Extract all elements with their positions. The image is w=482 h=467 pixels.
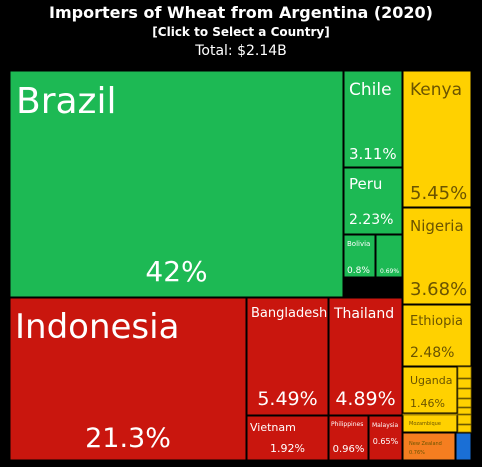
tile-indonesia[interactable]: Indonesia 21.3% [9,297,247,461]
tile-label: Brazil [16,81,116,122]
tile-ethiopia[interactable]: Ethiopia 2.48% [402,304,472,367]
tile-label: Malaysia [372,422,399,429]
tile-bangladesh[interactable]: Bangladesh 5.49% [246,297,329,416]
tile-value: 0.8% [347,266,370,276]
tile-value: 2.23% [349,212,393,228]
tile-label: Bangladesh [251,306,327,321]
tile-rect [402,432,456,461]
tile-rect [343,234,376,278]
tile-label: Ethiopia [410,314,463,329]
tile-vietnam[interactable]: Vietnam 1.92% [246,415,329,461]
tile-brazil[interactable]: Brazil 42% [9,70,344,298]
tile-bolivia[interactable]: Bolivia 0.8% [343,234,376,278]
tile-label: Vietnam [250,421,296,434]
tile-rect [9,297,247,461]
tile-small-4[interactable] [457,407,472,415]
tile-value: 0.76% [409,450,425,456]
tile-rect [368,415,403,461]
tile-rect [246,297,329,416]
tile-chile[interactable]: Chile 3.11% [343,70,403,168]
tile-new-zealand[interactable]: New Zealand 0.76% [402,432,456,461]
tile-label: Bolivia [347,240,370,248]
tile-label: Uganda [410,374,452,387]
tile-rect [402,70,472,208]
tile-rect [375,234,403,278]
tile-rect [246,415,329,461]
tile-label: Mozambique [409,421,441,427]
tile-value: 21.3% [85,423,171,454]
tile-peru[interactable]: Peru 2.23% [343,167,403,235]
tile-small-3[interactable] [457,398,472,408]
tile-value: 5.45% [410,183,467,204]
tile-rect [455,432,472,461]
tile-philippines[interactable]: Philippines 0.96% [328,415,369,461]
tile-label: Thailand [333,306,394,322]
tile-small-7[interactable] [402,413,458,416]
tile-value: 0.96% [333,444,365,455]
tile-value: 42% [145,255,207,288]
select-country-prompt[interactable]: [Click to Select a Country] [152,25,330,39]
tile-value: 3.11% [349,145,397,163]
tile-rect [402,304,472,367]
total-value: Total: $2.14B [195,43,287,59]
tile-rect [9,70,344,298]
tile-unlabeled-4[interactable]: 0.69% [375,234,403,278]
tile-label: Chile [349,80,392,100]
tile-rect [328,415,369,461]
chart-title: Importers of Wheat from Argentina (2020) [49,3,433,22]
tile-unlabeled-17[interactable] [455,432,472,461]
tile-thailand[interactable]: Thailand 4.89% [328,297,403,416]
tile-value: 0.69% [380,268,399,275]
tile-label: Kenya [410,80,462,100]
tile-label: Nigeria [410,217,464,235]
tile-value: 1.46% [410,397,445,410]
tile-small-6[interactable] [457,424,472,433]
tile-value: 3.68% [410,279,467,300]
tile-rect [343,70,403,168]
tile-value: 2.48% [410,345,454,361]
tile-label: Indonesia [15,307,179,347]
tile-rect [343,167,403,235]
tile-nigeria[interactable]: Nigeria 3.68% [402,207,472,305]
tile-small-5[interactable] [457,414,472,425]
tile-label: Peru [349,175,382,193]
tile-value: 4.89% [335,388,395,410]
tile-malaysia[interactable]: Malaysia 0.65% [368,415,403,461]
tile-value: 5.49% [257,388,317,410]
tile-rect [402,366,458,414]
tile-small-1[interactable] [457,378,472,389]
tile-small-0[interactable] [457,366,472,379]
tile-value: 0.65% [373,437,399,446]
tile-label: Philippines [331,421,363,428]
tile-rect [402,207,472,305]
tile-value: 1.92% [270,442,305,455]
tile-kenya[interactable]: Kenya 5.45% [402,70,472,208]
tile-uganda[interactable]: Uganda 1.46% [402,366,458,414]
tile-rect [328,297,403,416]
tile-label: New Zealand [409,441,442,447]
tile-mozambique[interactable]: Mozambique [402,413,458,433]
tile-small-2[interactable] [457,388,472,399]
